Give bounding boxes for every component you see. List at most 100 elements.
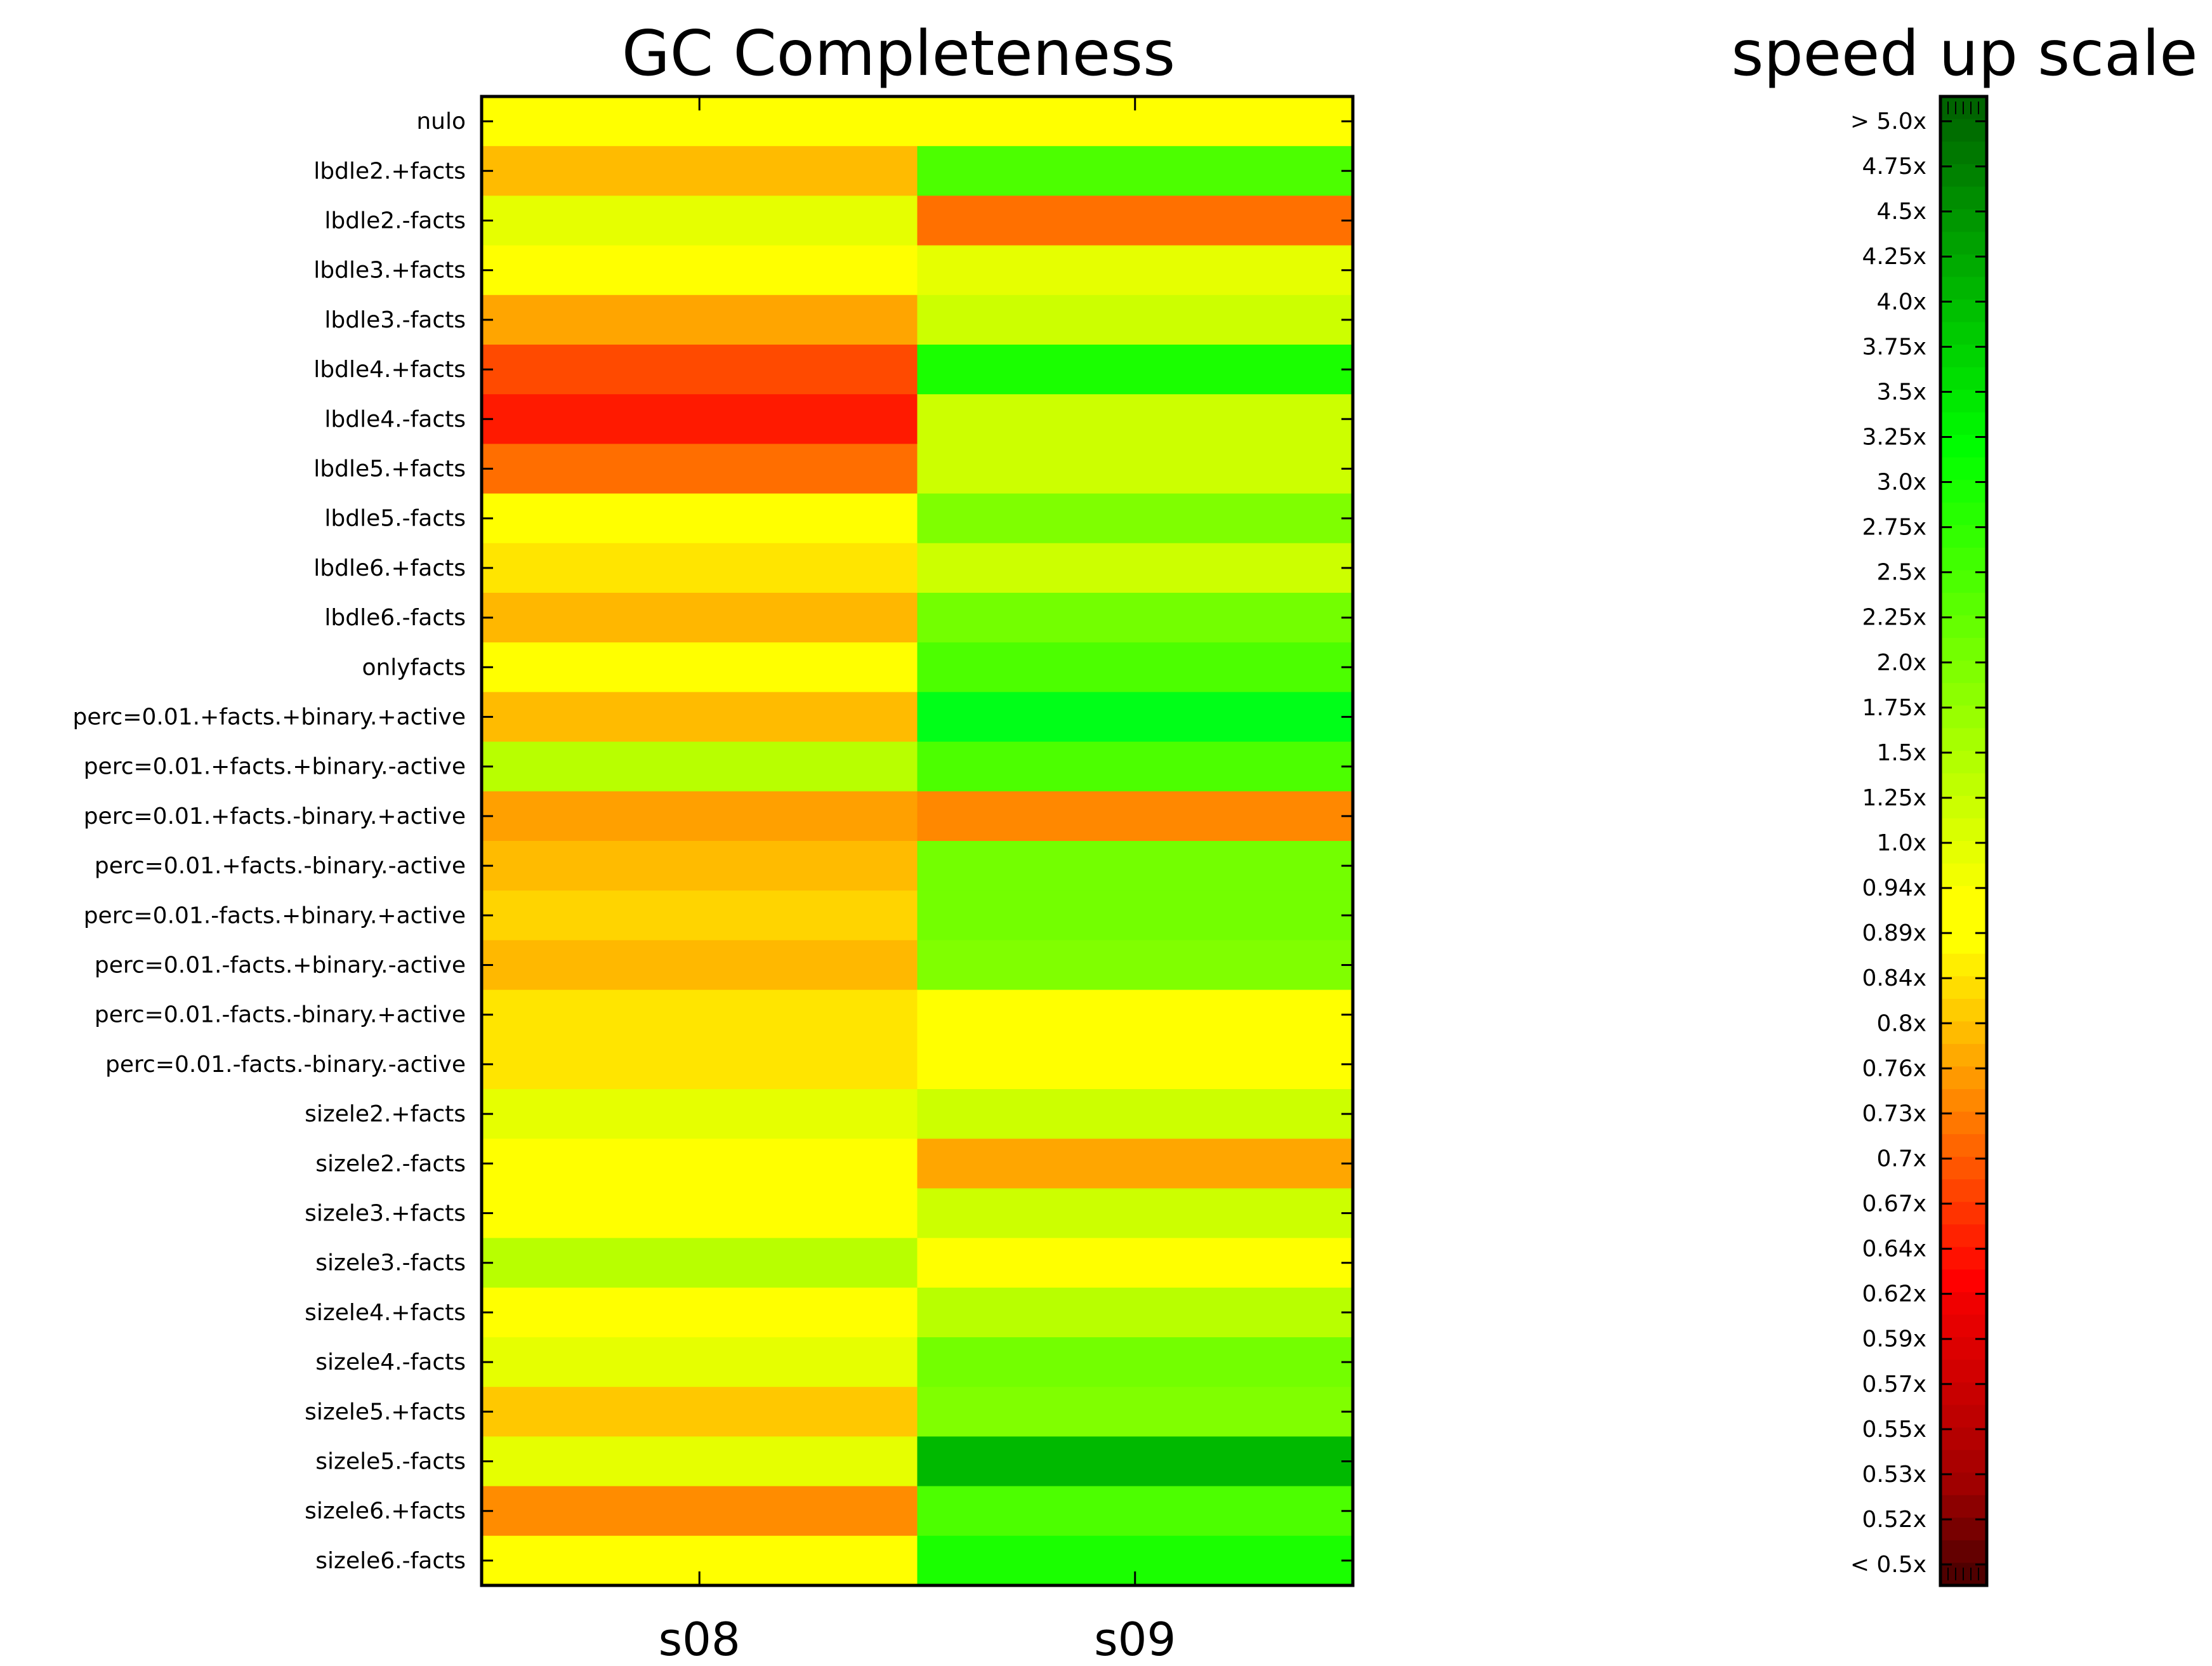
- colorbar-tick-label: 0.8x: [1876, 1010, 1926, 1036]
- heatmap-cell: [917, 593, 1353, 643]
- colorbar-swatch: [1940, 953, 1987, 977]
- colorbar-swatch: [1940, 502, 1987, 526]
- colorbar-tick-label: 1.0x: [1876, 830, 1926, 856]
- colorbar-tick-label: 0.52x: [1862, 1507, 1926, 1533]
- colorbar-tick-label: 0.53x: [1862, 1462, 1926, 1488]
- heatmap-row-label: sizele4.+facts: [305, 1300, 466, 1326]
- heatmap-cell: [482, 1188, 918, 1239]
- heatmap-cell: [917, 493, 1353, 544]
- colorbar-swatch: [1940, 998, 1987, 1022]
- heatmap-cell: [482, 444, 918, 494]
- colorbar-tick-label: 1.75x: [1862, 695, 1926, 721]
- heatmap-row-label: onlyfacts: [362, 654, 466, 680]
- heatmap-row-label: perc=0.01.+facts.-binary.-active: [95, 853, 466, 879]
- colorbar-tick-label: 0.59x: [1862, 1326, 1926, 1352]
- colorbar-tick-label: 0.55x: [1862, 1417, 1926, 1443]
- heatmap-cell: [917, 1287, 1353, 1338]
- colorbar-tick-label: 0.62x: [1862, 1281, 1926, 1307]
- colorbar-swatch: [1940, 728, 1987, 751]
- heatmap-row-label: sizele6.+facts: [305, 1498, 466, 1524]
- heatmap-cell: [482, 493, 918, 544]
- heatmap-row-label: lbdle2.-facts: [324, 208, 466, 234]
- heatmap-cell: [917, 741, 1353, 792]
- heatmap-row-label: perc=0.01.+facts.+binary.+active: [73, 704, 466, 731]
- colorbar-tick-label: 2.25x: [1862, 605, 1926, 631]
- colorbar-tick-label: 4.75x: [1862, 154, 1926, 180]
- heatmap-cell: [917, 1387, 1353, 1437]
- heatmap-cell: [917, 692, 1353, 743]
- colorbar-swatch: [1940, 750, 1987, 774]
- colorbar-tick-label: 3.75x: [1862, 334, 1926, 360]
- heatmap-row-label: perc=0.01.-facts.-binary.+active: [95, 1002, 466, 1028]
- colorbar-swatch: [1940, 412, 1987, 435]
- colorbar-swatch: [1940, 976, 1987, 1000]
- colorbar-swatch: [1940, 841, 1987, 864]
- heatmap-cell: [482, 1337, 918, 1387]
- heatmap-cell: [482, 1486, 918, 1537]
- heatmap-cell: [482, 940, 918, 991]
- heatmap-cell: [917, 146, 1353, 196]
- colorbar-swatch: [1940, 1156, 1987, 1180]
- colorbar-swatch: [1940, 435, 1987, 458]
- colorbar-swatch: [1940, 1089, 1987, 1113]
- heatmap-cell: [482, 195, 918, 246]
- colorbar-swatch: [1940, 1292, 1987, 1316]
- colorbar-swatch: [1940, 795, 1987, 819]
- heatmap-row-label: sizele2.+facts: [305, 1101, 466, 1127]
- colorbar-swatch: [1940, 525, 1987, 548]
- colorbar-swatch: [1940, 1405, 1987, 1428]
- heatmap-cell: [917, 245, 1353, 296]
- heatmap-row-label: sizele5.+facts: [305, 1399, 466, 1425]
- colorbar-tick-label: 3.0x: [1876, 470, 1926, 496]
- colorbar-swatch: [1940, 1269, 1987, 1293]
- heatmap-row-label: lbdle5.+facts: [313, 456, 466, 482]
- heatmap-cell: [482, 543, 918, 593]
- heatmap-cell: [482, 890, 918, 941]
- colorbar-swatch: [1940, 299, 1987, 323]
- heatmap-row-label: nulo: [416, 109, 466, 135]
- colorbar-swatch: [1940, 119, 1987, 142]
- colorbar-swatch: [1940, 390, 1987, 413]
- colorbar-swatch: [1940, 1066, 1987, 1090]
- heatmap-column-label: s08: [659, 1613, 741, 1666]
- colorbar-swatch: [1940, 1472, 1987, 1496]
- heatmap-row-label: sizele5.-facts: [315, 1449, 466, 1475]
- heatmap-cell: [917, 1337, 1353, 1387]
- heatmap-cell: [482, 394, 918, 444]
- colorbar-tick-label: 0.76x: [1862, 1055, 1926, 1081]
- colorbar-swatch: [1940, 886, 1987, 909]
- colorbar-swatch: [1940, 187, 1987, 210]
- heatmap-cell: [482, 294, 918, 345]
- heatmap-cell: [482, 1287, 918, 1338]
- heatmap-cell: [482, 593, 918, 643]
- heatmap-cell: [482, 1238, 918, 1288]
- colorbar-swatch: [1940, 480, 1987, 503]
- colorbar-swatch: [1940, 1134, 1987, 1158]
- colorbar-swatch: [1940, 818, 1987, 842]
- colorbar-swatch: [1940, 1224, 1987, 1248]
- colorbar-swatch: [1940, 345, 1987, 368]
- heatmap-cell: [482, 741, 918, 792]
- heatmap-title: GC Completeness: [622, 18, 1175, 90]
- colorbar-tick-label: 1.25x: [1862, 785, 1926, 811]
- heatmap-row-labels: nulo lbdle2.+facts lbdle2.-facts lbdle3.+fa…: [73, 109, 466, 1574]
- colorbar-tick-label: 4.25x: [1862, 244, 1926, 270]
- heatmap-cell: [917, 642, 1353, 692]
- heatmap-cell: [482, 642, 918, 692]
- colorbar-tick-label: 1.5x: [1876, 740, 1926, 766]
- colorbar-swatch: [1940, 1517, 1987, 1541]
- heatmap-row-label: perc=0.01.+facts.+binary.-active: [84, 754, 466, 780]
- colorbar-swatch: [1940, 1337, 1987, 1361]
- heatmap-cell: [917, 394, 1353, 444]
- heatmap-cell: [917, 444, 1353, 494]
- heatmap-cell: [917, 841, 1353, 891]
- heatmap-row-label: lbdle2.+facts: [313, 158, 466, 184]
- heatmap-cell: [482, 1436, 918, 1487]
- colorbar-swatch: [1940, 1314, 1987, 1338]
- heatmap-cell: [482, 1139, 918, 1189]
- colorbar-swatch: [1940, 615, 1987, 638]
- heatmap-row-label: sizele6.-facts: [315, 1548, 466, 1574]
- colorbar-swatch: [1940, 367, 1987, 390]
- colorbar-swatch: [1940, 1450, 1987, 1473]
